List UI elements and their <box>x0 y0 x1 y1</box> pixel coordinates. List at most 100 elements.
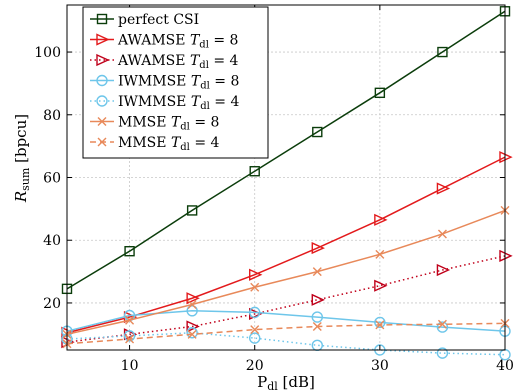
legend-entry: IWMMSE Tdl = 8 <box>90 74 239 92</box>
series-group <box>61 6 513 361</box>
legend-label-math: T <box>191 94 202 110</box>
marker-circle <box>123 330 136 342</box>
marker-circle <box>249 332 261 344</box>
marker-x-stroke <box>250 282 260 292</box>
legend-label-value: = 4 <box>209 53 239 69</box>
marker-x <box>250 282 260 292</box>
legend-label: AWAMSE Tdl = 4 <box>117 53 239 71</box>
legend-label-value: = 8 <box>190 115 220 131</box>
legend-label-name: AWAMSE <box>117 33 190 49</box>
y-tick-label: 100 <box>34 45 61 61</box>
marker-x-stroke <box>97 117 107 126</box>
marker-circle <box>374 316 386 329</box>
legend-label-sub: dl <box>199 40 209 51</box>
marker-x-stroke <box>312 267 322 277</box>
series-line <box>66 322 506 345</box>
legend-label-math: T <box>171 135 182 151</box>
marker-triangle <box>374 213 388 226</box>
marker-square <box>249 166 260 177</box>
marker-triangle <box>96 33 110 46</box>
legend-label-name: IWMMSE <box>118 74 191 90</box>
legend-label: IWMMSE Tdl = 8 <box>118 74 239 92</box>
marker-square <box>437 46 448 58</box>
legend-label-sub: dl <box>180 142 190 153</box>
series-line <box>66 10 506 290</box>
marker-triangle <box>311 293 325 306</box>
marker-x <box>125 315 135 325</box>
axis-ticks: 10 20 30 40 20 40 60 80 100 <box>34 5 514 374</box>
marker-x-stroke <box>312 321 322 331</box>
legend-label-name: perfect CSI <box>118 12 199 28</box>
marker-x <box>97 137 107 147</box>
x-tick-label: 20 <box>246 358 264 374</box>
legend-label-name: MMSE <box>118 135 171 151</box>
series-line <box>66 156 506 334</box>
marker-triangle <box>249 268 263 281</box>
legend-label-name: MMSE <box>118 115 171 131</box>
marker-x <box>250 325 260 335</box>
marker-x <box>375 320 385 330</box>
legend-label-value: = 8 <box>210 74 240 90</box>
y-axis-label-unit: [bpcu] <box>12 114 30 168</box>
legend-entry: AWAMSE Tdl = 8 <box>90 33 238 51</box>
marker-circle <box>96 95 108 107</box>
legend-label-math: T <box>171 115 182 131</box>
marker-triangle <box>436 182 451 195</box>
legend-label-name: AWAMSE <box>117 53 190 69</box>
marker-x-stroke <box>125 315 135 325</box>
legend-label: AWAMSE Tdl = 8 <box>117 33 238 51</box>
marker-triangle <box>186 320 200 333</box>
marker-x-stroke <box>187 300 197 310</box>
marker-square <box>374 87 386 99</box>
y-tick-label: 40 <box>43 233 61 249</box>
series-line <box>66 310 506 332</box>
marker-x <box>97 117 107 126</box>
marker-circle <box>436 321 449 333</box>
series-line <box>66 209 506 336</box>
marker-x <box>125 334 135 344</box>
marker-square <box>124 246 135 257</box>
marker-x-stroke <box>437 319 447 329</box>
marker-x <box>437 319 447 329</box>
marker-triangle <box>436 263 451 277</box>
x-tick-label: 10 <box>121 358 139 374</box>
legend-label-name: IWMMSE <box>118 94 191 110</box>
x-axis-label-main: P <box>257 373 267 391</box>
legend-label: MMSE Tdl = 4 <box>118 135 220 153</box>
legend-entry: IWMMSE Tdl = 4 <box>90 94 239 112</box>
legend-entry: MMSE Tdl = 4 <box>90 135 220 153</box>
legend-label-sub: dl <box>199 60 209 71</box>
legend-label-value: = 4 <box>210 94 240 110</box>
x-tick-label: 30 <box>371 358 389 374</box>
marker-x-stroke <box>187 329 197 339</box>
marker-triangle <box>186 292 200 305</box>
marker-x <box>437 229 447 239</box>
legend-label-sub: dl <box>200 101 210 112</box>
x-axis-label-sub: dl <box>267 380 278 392</box>
marker-x-stroke <box>437 229 447 239</box>
series-line <box>66 331 506 356</box>
y-tick-label: 60 <box>43 171 61 187</box>
marker-circle <box>186 327 198 339</box>
legend-entry: MMSE Tdl = 8 <box>90 115 219 133</box>
legend-label: perfect CSI <box>118 12 199 28</box>
marker-square <box>96 13 108 25</box>
marker-x <box>187 300 197 310</box>
marker-triangle <box>96 53 110 67</box>
marker-circle <box>249 306 261 319</box>
marker-x-stroke <box>375 249 385 259</box>
y-axis-label-sub: sum <box>19 167 32 191</box>
legend-label-math: T <box>190 33 201 49</box>
marker-x <box>187 329 197 339</box>
marker-x <box>375 249 385 259</box>
legend-label: MMSE Tdl = 8 <box>118 115 219 133</box>
legend-label-sub: dl <box>200 81 210 92</box>
x-tick-label: 40 <box>496 358 514 374</box>
marker-x-stroke <box>250 325 260 335</box>
marker-square <box>186 205 198 216</box>
legend-entry: perfect CSI <box>90 12 199 28</box>
marker-x-stroke <box>97 137 107 147</box>
